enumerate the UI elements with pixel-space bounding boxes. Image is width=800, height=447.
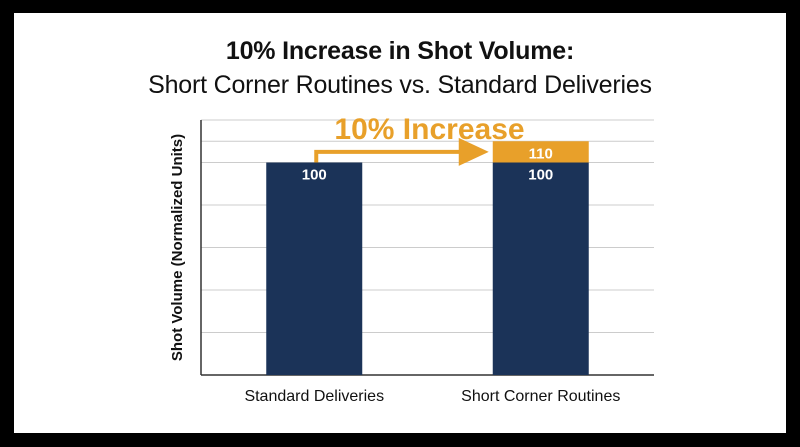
bar-base-0: [266, 162, 363, 375]
annotation-arrow-shaft: [314, 149, 463, 163]
annotation-label: 10% Increase: [334, 113, 524, 146]
bar-base-1: [492, 162, 589, 375]
data-label: 110: [529, 145, 553, 162]
data-label: 100: [528, 167, 553, 184]
chart-subtitle: Short Corner Routines vs. Standard Deliv…: [148, 71, 652, 99]
annotation-arrow-head: [458, 137, 489, 166]
bar-increase-1: [492, 141, 589, 163]
y-axis-label: Shot Volume (Normalized Units): [169, 134, 186, 361]
bar-chart: 100 100 110 Standard Deliveries Short Corner…: [169, 113, 654, 405]
data-label: 100: [302, 167, 327, 184]
chart-title: 10% Increase in Shot Volume:: [225, 37, 575, 65]
x-tick-label: Short Corner Routines: [461, 388, 620, 405]
x-tick-label: Standard Deliveries: [244, 388, 384, 405]
chart-frame: 10% Increase in Shot Volume: Short Corne…: [14, 13, 786, 433]
